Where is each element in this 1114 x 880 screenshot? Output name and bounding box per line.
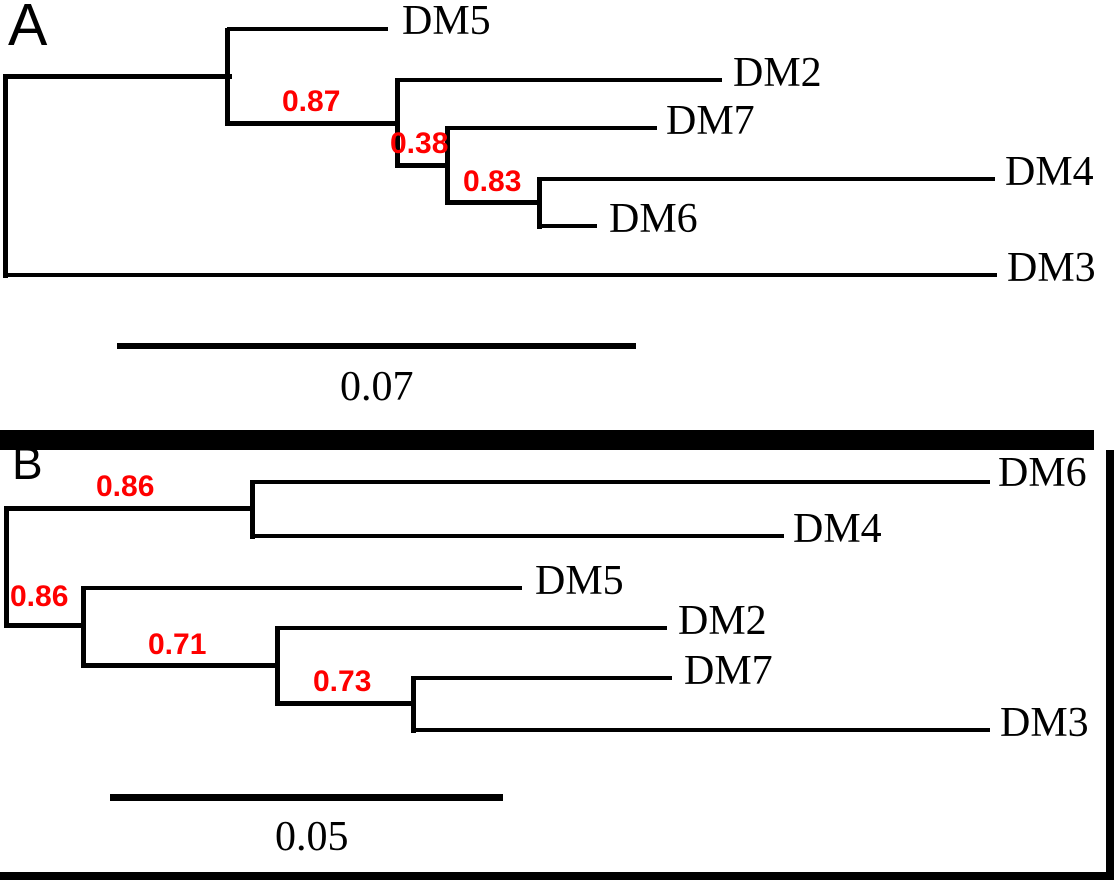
panel-b-scale-bar [110, 794, 503, 801]
panel-b-node2-vertical [81, 586, 86, 668]
panel-a-node2-vertical [395, 78, 400, 168]
panel-b-branch-dm3 [413, 728, 990, 732]
panel-a-node1-vertical [225, 28, 230, 126]
panel-a-stem-038 [395, 163, 450, 168]
panel-b-node3-vertical [275, 626, 280, 706]
panel-a-taxon-dm3: DM3 [1007, 245, 1096, 291]
panel-b-bottom-border [0, 872, 1114, 880]
panel-a-stem-087 [225, 121, 400, 126]
panel-a-scale-label: 0.07 [340, 364, 414, 410]
panel-b-right-border [1106, 450, 1114, 880]
panel-a-taxon-dm7: DM7 [666, 98, 755, 144]
panel-a-branch-dm6 [537, 224, 597, 228]
panel-a-support-083: 0.83 [463, 165, 522, 198]
panel-a-branch-dm5 [227, 27, 388, 31]
panel-a-taxon-dm6: DM6 [609, 196, 698, 242]
panel-a-scale-bar [117, 343, 636, 349]
panel-b-branch-dm5 [83, 586, 522, 590]
panel-b-branch-dm6 [252, 480, 990, 484]
panel-a-branch-dm3 [3, 273, 997, 277]
panel-a-support-038: 0.38 [390, 127, 449, 160]
panel-a-branch-dm2 [395, 78, 722, 82]
panel-b-support-073: 0.73 [313, 665, 372, 698]
panel-b-taxon-dm3: DM3 [1000, 700, 1089, 746]
panel-b-stem-086-bottom [4, 623, 86, 628]
panel-b-support-071: 0.71 [148, 628, 207, 661]
panel-a-support-087: 0.87 [282, 85, 341, 118]
panel-b-root-vertical [4, 506, 9, 628]
panel-a-branch-dm7 [445, 126, 657, 130]
panel-b-taxon-dm2: DM2 [678, 598, 767, 644]
panel-b-label: B [12, 437, 43, 489]
panel-b-node1-vertical [250, 480, 255, 539]
panel-a-label: A [8, 0, 48, 58]
panel-b-branch-dm2 [277, 626, 667, 630]
panel-b-scale-label: 0.05 [275, 814, 349, 860]
panel-a-root-top-stem [3, 74, 232, 79]
panel-b-branch-dm7 [413, 676, 672, 680]
panel-b-stem-071 [81, 663, 280, 668]
panel-a-taxon-dm4: DM4 [1005, 149, 1094, 195]
panel-b-stem-073 [275, 701, 416, 706]
panel-b-taxon-dm4: DM4 [793, 506, 882, 552]
panel-a-taxon-dm5: DM5 [402, 0, 491, 44]
panel-b-branch-dm4 [252, 534, 784, 538]
panel-b-support-086-top: 0.86 [96, 470, 155, 503]
panel-b-taxon-dm5: DM5 [535, 558, 624, 604]
panel-b-support-086-bottom: 0.86 [10, 580, 69, 613]
panel-b-taxon-dm7: DM7 [684, 648, 773, 694]
panel-b-taxon-dm6: DM6 [998, 450, 1087, 496]
panel-b-stem-086-top [4, 506, 255, 511]
panel-a-node3-vertical [445, 126, 450, 205]
panel-a-node4-vertical [537, 177, 542, 229]
panel-a-taxon-dm2: DM2 [733, 50, 822, 96]
panel-a-stem-083 [445, 200, 542, 205]
panel-a-branch-dm4 [537, 177, 995, 181]
panel-b-node4-vertical [411, 676, 416, 733]
panel-a-root-vertical [3, 74, 8, 278]
panel-b-top-border [0, 430, 1094, 450]
